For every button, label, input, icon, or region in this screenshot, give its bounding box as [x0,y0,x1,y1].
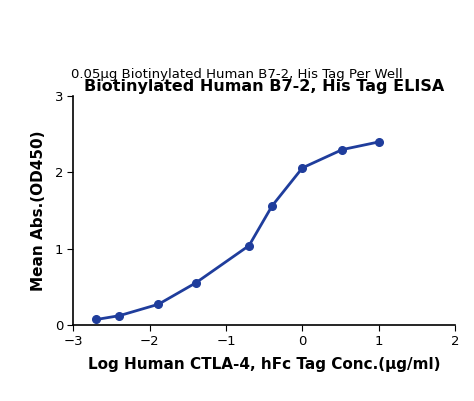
Text: 0.05μg Biotinylated Human B7-2, His Tag Per Well: 0.05μg Biotinylated Human B7-2, His Tag … [71,68,403,81]
Title: Biotinylated Human B7-2, His Tag ELISA: Biotinylated Human B7-2, His Tag ELISA [84,79,445,94]
X-axis label: Log Human CTLA-4, hFc Tag Conc.(μg/ml): Log Human CTLA-4, hFc Tag Conc.(μg/ml) [88,356,440,372]
Y-axis label: Mean Abs.(OD450): Mean Abs.(OD450) [31,130,46,291]
